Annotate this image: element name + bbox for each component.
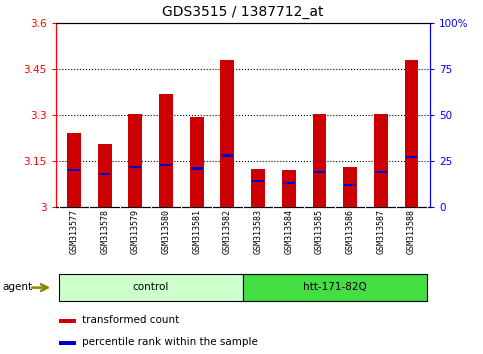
- Bar: [283, 182, 295, 184]
- Text: GSM313583: GSM313583: [254, 209, 263, 254]
- Text: GSM313588: GSM313588: [407, 209, 416, 254]
- Bar: [343, 167, 357, 207]
- Bar: [59, 341, 76, 345]
- Text: GSM313579: GSM313579: [131, 209, 140, 254]
- Text: GSM313580: GSM313580: [161, 209, 170, 254]
- Bar: [405, 60, 418, 207]
- Bar: [67, 133, 81, 207]
- Bar: [313, 171, 325, 173]
- Text: GSM313584: GSM313584: [284, 209, 293, 254]
- Text: percentile rank within the sample: percentile rank within the sample: [82, 337, 257, 347]
- Bar: [129, 166, 141, 168]
- Text: GSM313578: GSM313578: [100, 209, 109, 254]
- Bar: [190, 116, 204, 207]
- Bar: [251, 169, 265, 207]
- Bar: [375, 171, 386, 173]
- Bar: [374, 114, 388, 207]
- Bar: [99, 173, 111, 175]
- Bar: [220, 60, 234, 207]
- Text: GSM313587: GSM313587: [376, 209, 385, 254]
- Bar: [282, 170, 296, 207]
- Text: transformed count: transformed count: [82, 315, 179, 325]
- Text: GSM313585: GSM313585: [315, 209, 324, 254]
- Bar: [243, 274, 427, 301]
- Text: htt-171-82Q: htt-171-82Q: [303, 282, 367, 292]
- Bar: [98, 144, 112, 207]
- Bar: [59, 319, 76, 323]
- Bar: [313, 114, 327, 207]
- Text: GSM313582: GSM313582: [223, 209, 232, 254]
- Text: control: control: [132, 282, 169, 292]
- Bar: [128, 114, 142, 207]
- Bar: [222, 154, 233, 156]
- Bar: [68, 169, 80, 171]
- Text: agent: agent: [2, 282, 32, 292]
- Bar: [344, 184, 356, 186]
- Text: GSM313586: GSM313586: [346, 209, 355, 254]
- Bar: [159, 93, 173, 207]
- Bar: [191, 167, 202, 170]
- Text: GSM313577: GSM313577: [70, 209, 78, 254]
- Bar: [406, 156, 417, 159]
- Bar: [252, 180, 264, 182]
- Text: GSM313581: GSM313581: [192, 209, 201, 254]
- Bar: [58, 274, 243, 301]
- Bar: [160, 164, 172, 166]
- Title: GDS3515 / 1387712_at: GDS3515 / 1387712_at: [162, 5, 324, 19]
